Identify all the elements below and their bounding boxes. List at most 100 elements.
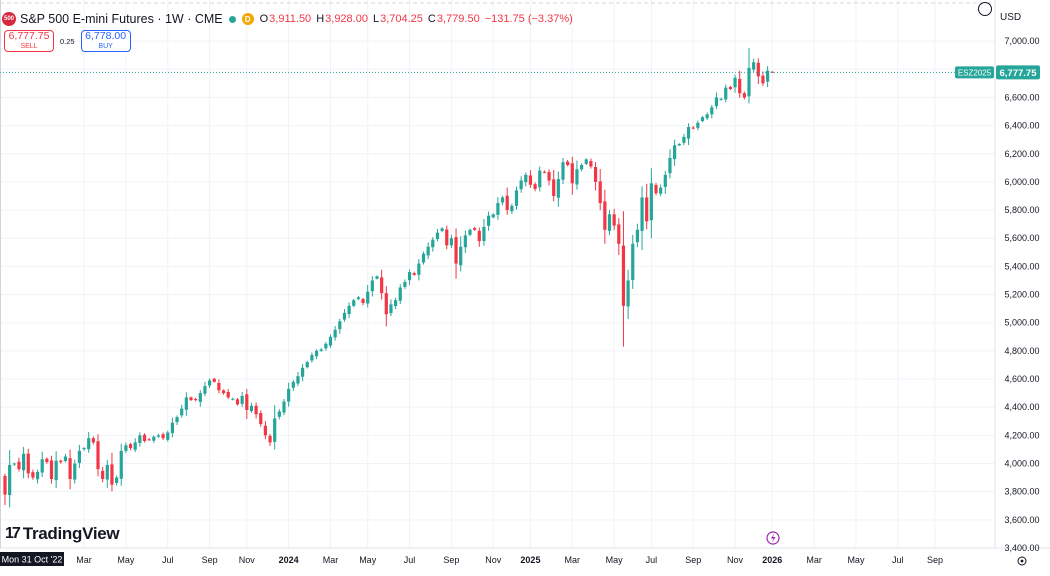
tradingview-wordmark: TradingView	[22, 524, 120, 543]
time-tick-label: May	[606, 555, 624, 565]
candle-body	[505, 195, 509, 211]
time-tick-label: Jul	[162, 555, 174, 565]
price-tag-symbol: ESZ2025	[958, 68, 992, 77]
price-tick-label: 5,200.00	[1004, 290, 1039, 300]
price-tick-label: 3,400.00	[1004, 543, 1039, 553]
candle-body	[119, 450, 123, 479]
candle-body	[115, 477, 119, 483]
candle-body	[68, 458, 72, 480]
candle-body	[380, 277, 384, 294]
sell-price: 6,777.75	[8, 29, 50, 42]
price-tick-label: 4,000.00	[1004, 459, 1039, 469]
buy-button[interactable]: 6,778.00 BUY	[80, 30, 131, 52]
time-tick-label: 2026	[762, 555, 782, 565]
candle-body	[691, 127, 695, 129]
currency-selector[interactable]: USD	[1000, 12, 1022, 23]
tradingview-mark-icon: 17	[5, 525, 21, 542]
candle-body	[310, 355, 314, 361]
price-tick-label: 5,600.00	[1004, 233, 1039, 243]
price-axis[interactable]: 3,400.00 3,600.00 3,800.00 4,000.00 4,200.00…	[1004, 36, 1039, 553]
candle-body	[626, 280, 630, 307]
candle-body	[598, 181, 602, 204]
symbol-title[interactable]: S&P 500 E-mini Futures · 1W · CME	[20, 12, 223, 26]
candle-body	[747, 67, 751, 97]
candle-body	[203, 386, 207, 394]
sell-label: SELL	[20, 42, 38, 50]
candle-body	[659, 187, 663, 194]
settings-gear-icon[interactable]	[1017, 556, 1027, 566]
candle-body	[728, 87, 732, 89]
price-tick-label: 3,800.00	[1004, 487, 1039, 497]
time-tick-label: Jul	[892, 555, 904, 565]
candle-body	[649, 183, 653, 221]
price-tick-label: 4,400.00	[1004, 402, 1039, 412]
candle-body	[87, 438, 91, 450]
candle-body	[752, 62, 756, 70]
lightning-icon[interactable]	[766, 531, 780, 545]
candle-body	[654, 185, 658, 194]
candle-body	[314, 350, 319, 357]
chart-settings-icon[interactable]	[978, 2, 992, 16]
time-axis[interactable]: Mar May Jul Sep Nov 2024 Mar May Jul Sep Nov 2025 Ma…	[76, 555, 943, 565]
candle-body	[128, 444, 133, 449]
crosshair-date-label: Mon 31 Oct '22	[0, 552, 64, 566]
candle-body	[459, 246, 463, 266]
time-tick-label: 2025	[520, 555, 540, 565]
candle-body	[398, 287, 402, 301]
candle-body	[305, 362, 309, 368]
change-value: −131.75 (−3.37%)	[484, 13, 573, 25]
candle-body	[696, 122, 700, 128]
time-tick-label: Mar	[76, 555, 92, 565]
price-tag-value: 6,777.75	[1000, 68, 1038, 79]
sell-button[interactable]: 6,777.75 SELL	[4, 30, 54, 52]
candle-body	[612, 214, 616, 226]
candle-body	[342, 312, 347, 320]
candle-body	[212, 378, 216, 382]
time-tick-label: Nov	[727, 555, 744, 565]
candle-body	[124, 445, 128, 451]
time-tick-label: 2024	[279, 555, 299, 565]
time-tick-label: Nov	[239, 555, 256, 565]
ohlc-values: O 3,911.50 H 3,928.00 L 3,704.25 C 3,779.50 …	[260, 13, 578, 25]
candle-body	[59, 460, 63, 463]
tradingview-logo[interactable]: 17 TradingView	[5, 524, 120, 544]
candle-body	[277, 411, 281, 417]
candle-body	[338, 321, 342, 330]
candle-body	[663, 174, 667, 187]
candle-body	[319, 349, 323, 351]
candle-body	[668, 157, 672, 174]
candle-body	[547, 172, 551, 181]
candle-body	[40, 459, 44, 473]
market-status-dot-icon[interactable]	[228, 15, 236, 23]
candle-body	[617, 224, 621, 244]
candle-body	[700, 117, 705, 122]
candle-body	[477, 230, 481, 242]
time-tick-label: Jul	[404, 555, 416, 565]
candle-body	[607, 214, 612, 231]
dividend-badge-icon[interactable]: D	[241, 13, 254, 25]
candle-body	[394, 300, 398, 307]
candles	[3, 48, 774, 508]
candle-body	[96, 441, 100, 470]
candle-body	[533, 184, 537, 189]
candle-body	[63, 456, 68, 461]
candle-body	[194, 399, 198, 401]
time-tick-label: Mar	[806, 555, 822, 565]
candle-body	[259, 413, 263, 425]
time-tick-label: Sep	[202, 555, 218, 565]
price-tick-label: 4,200.00	[1004, 430, 1039, 440]
candle-body	[221, 390, 226, 394]
candle-body	[105, 464, 109, 480]
price-tick-label: 3,600.00	[1004, 515, 1039, 525]
time-tick-label: Sep	[685, 555, 701, 565]
grid-lines	[0, 0, 995, 549]
candle-body	[463, 235, 467, 248]
time-tick-label: Sep	[443, 555, 459, 565]
candle-body	[468, 229, 472, 235]
candle-body	[584, 159, 588, 164]
time-tick-label: May	[359, 555, 377, 565]
candle-body	[589, 161, 593, 167]
candle-body	[454, 237, 458, 264]
price-tick-label: 6,400.00	[1004, 121, 1039, 131]
